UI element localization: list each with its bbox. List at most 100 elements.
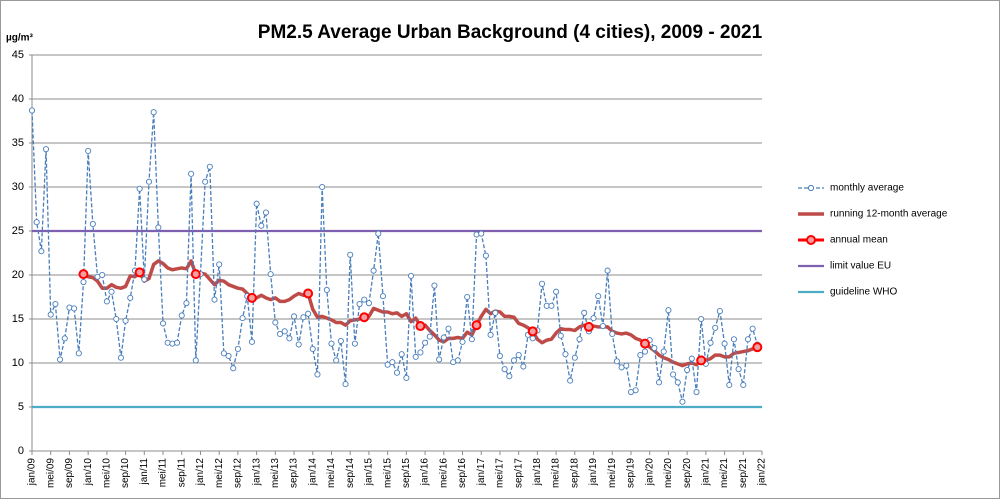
data-point [431, 282, 438, 289]
x-tick-label: mei/18 [551, 458, 562, 488]
data-point [557, 332, 564, 339]
x-tick-label: jan/13 [251, 458, 262, 487]
data-point [436, 356, 443, 363]
y-tick-label: 25 [12, 225, 24, 237]
data-point [52, 300, 59, 308]
x-tick-label: sep/15 [401, 458, 412, 488]
data-point [641, 348, 649, 355]
data-point [319, 183, 326, 191]
data-point [398, 351, 405, 358]
data-point [632, 387, 639, 394]
data-point [234, 345, 241, 352]
x-tick-label: jan/16 [420, 458, 431, 487]
data-point [567, 377, 574, 384]
y-tick-label: 35 [12, 137, 24, 149]
data-point [407, 272, 415, 279]
x-tick-label: sep/19 [626, 458, 637, 488]
data-point [351, 340, 358, 347]
data-point [230, 365, 237, 372]
data-point [145, 178, 153, 185]
data-point [155, 224, 162, 231]
data-point [89, 220, 96, 228]
data-point [553, 288, 560, 295]
data-point [342, 381, 349, 388]
data-point [529, 335, 536, 342]
data-point [660, 348, 667, 355]
data-point [599, 322, 606, 330]
data-point [417, 349, 424, 356]
data-point [740, 381, 747, 389]
data-point [501, 366, 508, 373]
data-point [665, 307, 672, 314]
legend-swatch [806, 235, 816, 245]
x-tick-label: jan/17 [476, 458, 487, 487]
data-point [707, 339, 714, 346]
data-point [375, 230, 382, 237]
data-point [295, 341, 302, 348]
data-point [246, 292, 257, 303]
data-point [127, 294, 134, 301]
data-point [548, 302, 555, 309]
data-point [749, 325, 756, 332]
data-point [99, 271, 106, 279]
data-point [744, 336, 752, 343]
data-point [134, 267, 145, 278]
data-point [422, 339, 429, 346]
data-point [688, 355, 695, 362]
data-point [122, 317, 129, 324]
data-point [216, 261, 223, 268]
data-point [482, 252, 489, 259]
x-tick-label: jan/15 [364, 458, 375, 487]
data-point [393, 369, 401, 376]
data-point [496, 352, 503, 360]
data-point [609, 330, 616, 338]
data-point [28, 107, 36, 114]
data-point [190, 269, 201, 280]
data-point [721, 340, 728, 347]
x-tick-label: mei/17 [495, 458, 506, 488]
x-tick-label: mei/14 [326, 458, 337, 488]
x-tick-label: mei/16 [438, 458, 449, 488]
data-point [412, 353, 419, 360]
y-tick-label: 5 [18, 401, 24, 413]
x-tick-label: jan/19 [588, 458, 599, 487]
data-point [735, 366, 742, 373]
x-tick-label: sep/17 [513, 458, 524, 488]
data-point [136, 185, 143, 192]
data-point [108, 288, 115, 295]
series-line [31, 110, 758, 402]
data-point [206, 163, 213, 170]
data-point [583, 321, 594, 332]
data-point [239, 315, 246, 322]
data-point [604, 267, 611, 274]
y-tick-label: 30 [12, 181, 24, 193]
data-point [262, 209, 270, 216]
y-tick-label: 15 [12, 313, 24, 325]
data-point [220, 350, 227, 357]
data-point [389, 359, 396, 366]
data-point [192, 357, 199, 364]
x-tick-label: jan/12 [195, 458, 206, 487]
data-point [623, 362, 630, 369]
data-point [684, 366, 691, 374]
data-point [80, 278, 87, 286]
data-point [202, 178, 209, 185]
data-point [211, 296, 218, 303]
data-point [693, 388, 700, 396]
x-tick-label: mei/09 [45, 458, 56, 488]
data-point [651, 344, 658, 352]
x-tick-label: sep/11 [176, 458, 187, 488]
data-point [42, 146, 50, 153]
data-point [506, 373, 513, 380]
data-point [253, 200, 260, 207]
data-point [303, 288, 314, 299]
data-point [445, 325, 452, 332]
data-point [581, 309, 588, 316]
y-tick-label: 45 [12, 49, 24, 61]
data-point [248, 338, 255, 345]
data-point [333, 357, 340, 364]
data-point [454, 357, 461, 364]
x-tick-label: sep/12 [233, 458, 244, 488]
x-tick-label: mei/13 [270, 458, 281, 488]
